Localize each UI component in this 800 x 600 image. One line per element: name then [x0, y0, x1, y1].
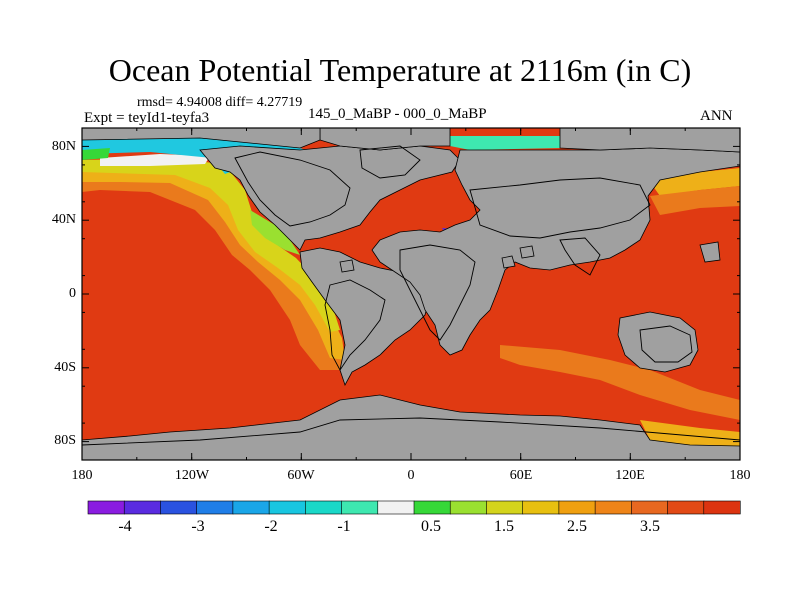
colorbar-label: -3: [191, 518, 205, 535]
ocean-arctic-white: [100, 154, 210, 166]
coastline-antarctica: [82, 417, 740, 446]
land-arctic-west: [82, 128, 321, 149]
colorbar-swatch: [160, 500, 198, 515]
lon-label-120e: 120E: [615, 468, 645, 483]
colorbar-swatch: [486, 500, 524, 515]
coastline-eurasia: [469, 177, 651, 239]
tethys-purple: [442, 228, 470, 238]
colorbar-swatch: [667, 500, 705, 515]
land-islands-1: [339, 259, 355, 273]
ocean-yellow-band: [82, 158, 340, 332]
stats-label: rmsd= 4.94008 diff= 4.27719: [137, 95, 303, 110]
arctic-teal-patch: [450, 136, 560, 150]
land-north-america: [199, 145, 461, 251]
lon-label-0: 0: [407, 468, 415, 483]
coastline-australia: [639, 325, 693, 363]
ocean-green-patch: [250, 210, 300, 255]
colorbar-swatch: [305, 500, 343, 515]
plot-frame: [81, 127, 741, 461]
indian-ocean-orange: [500, 345, 740, 420]
arctic-cyan-patch: [82, 138, 320, 174]
coastline-south-america: [324, 279, 386, 371]
coastline-north-america: [234, 151, 351, 227]
land-south-america: [299, 247, 431, 387]
land-antarctica: [82, 394, 740, 460]
colorbar-swatch: [522, 500, 560, 515]
colorbar-swatch: [631, 500, 669, 515]
colorbar-swatch: [558, 500, 596, 515]
ocean-field: [82, 128, 740, 460]
colorbar-label: 3.5: [640, 518, 660, 535]
lat-label-40s: 40S: [54, 360, 76, 375]
colorbar: [87, 500, 741, 515]
colorbar-label: -2: [264, 518, 278, 535]
subtitle-label: 145_0_MaBP - 000_0_MaBP: [308, 106, 487, 122]
land-islands-4: [699, 241, 721, 263]
axis-ticks: [81, 127, 741, 461]
coastline-africa: [399, 244, 476, 341]
land-islands-2: [501, 255, 516, 269]
coastline-greenland: [359, 145, 421, 179]
land-arctic: [319, 128, 451, 151]
lat-label-80n: 80N: [51, 139, 76, 154]
lon-label-120w: 120W: [174, 468, 210, 483]
land-australia: [617, 311, 699, 373]
season-label: ANN: [700, 108, 733, 124]
colorbar-label: -4: [118, 518, 132, 535]
colorbar-swatch: [449, 500, 488, 515]
colorbar-swatch: [413, 500, 451, 515]
land-arctic-east: [559, 128, 740, 153]
colorbar-swatch: [87, 500, 125, 515]
colorbar-label: 1.5: [494, 518, 514, 535]
colorbar-swatch: [377, 500, 415, 515]
coastline-india: [559, 237, 601, 276]
colorbar-label: -1: [337, 518, 351, 535]
colorbar-label: 2.5: [567, 518, 587, 535]
colorbar-swatch: [341, 500, 379, 515]
experiment-label: Expt = teyId1-teyfa3: [84, 110, 210, 126]
arctic-light-patch: [82, 148, 110, 160]
lat-label-0: 0: [69, 286, 76, 301]
land-islands-3: [519, 245, 535, 259]
north-pacific-orange: [650, 186, 740, 215]
colorbar-swatch: [232, 500, 270, 515]
lat-label-80s: 80S: [54, 433, 76, 448]
lon-label-60e: 60E: [509, 468, 533, 483]
lon-label-60w: 60W: [287, 468, 315, 483]
land-masses: [82, 128, 740, 460]
colorbar-swatch: [703, 500, 741, 515]
land-eurasia-africa: [371, 147, 740, 356]
ocean-orange-band: [82, 175, 345, 370]
ocean-amber-band: [82, 165, 345, 360]
colorbar-swatch: [594, 500, 632, 515]
lon-label-180w: 180: [71, 468, 93, 483]
tethys-green: [458, 242, 505, 268]
southern-amber: [640, 420, 740, 448]
lat-label-40n: 40N: [51, 212, 76, 227]
coastlines: [82, 145, 740, 446]
tethys-cyan: [470, 238, 498, 252]
colorbar-swatch: [196, 500, 234, 515]
plot-title: Ocean Potential Temperature at 2116m (in…: [108, 52, 692, 88]
lon-label-180e: 180: [729, 468, 751, 483]
colorbar-swatch: [123, 500, 162, 515]
north-pacific-amber: [650, 168, 740, 196]
colorbar-swatch: [268, 500, 306, 515]
tethys-white: [480, 246, 502, 258]
colorbar-label: 0.5: [421, 518, 441, 535]
